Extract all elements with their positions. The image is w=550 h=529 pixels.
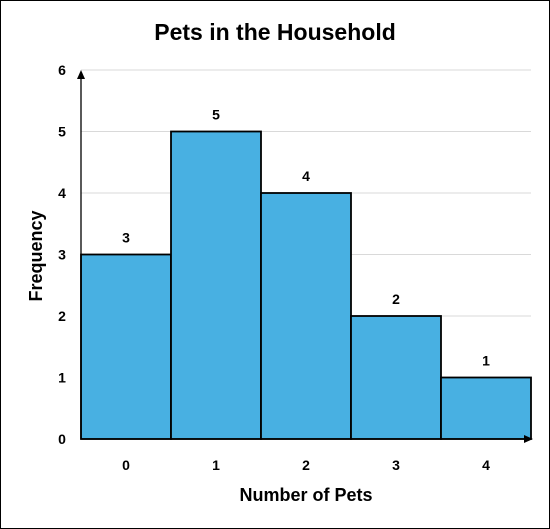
bars <box>80 130 532 440</box>
y-axis-arrow <box>77 70 85 79</box>
y-axis-label: Frequency <box>26 210 46 301</box>
x-tick-label: 2 <box>302 457 310 473</box>
y-tick-label: 2 <box>58 308 66 324</box>
data-label: 2 <box>392 291 400 307</box>
y-tick-label: 0 <box>58 431 66 447</box>
tick-and-data-labels: 0 1 2 3 4 5 6 0 3 1 5 2 4 3 2 4 1 <box>58 62 490 473</box>
y-tick-label: 5 <box>58 124 66 140</box>
data-label: 5 <box>212 107 220 123</box>
x-axis-arrow <box>524 435 533 443</box>
x-axis-label: Number of Pets <box>239 485 372 505</box>
x-tick-label: 1 <box>212 457 220 473</box>
x-tick-label: 4 <box>482 457 490 473</box>
bar-0 <box>80 253 172 440</box>
axes <box>77 70 533 443</box>
data-label: 1 <box>482 353 490 369</box>
y-tick-label: 4 <box>58 185 66 201</box>
bar-3 <box>350 315 442 440</box>
y-tick-label: 1 <box>58 370 66 386</box>
bar-4 <box>440 376 532 440</box>
y-tick-label: 6 <box>58 62 66 78</box>
bar-1 <box>170 130 262 440</box>
bar-2 <box>260 192 352 440</box>
y-tick-label: 3 <box>58 247 66 263</box>
data-label: 3 <box>122 230 130 246</box>
x-tick-label: 3 <box>392 457 400 473</box>
data-label: 4 <box>302 168 310 184</box>
chart-title: Pets in the Household <box>154 19 396 45</box>
x-tick-label: 0 <box>122 457 130 473</box>
